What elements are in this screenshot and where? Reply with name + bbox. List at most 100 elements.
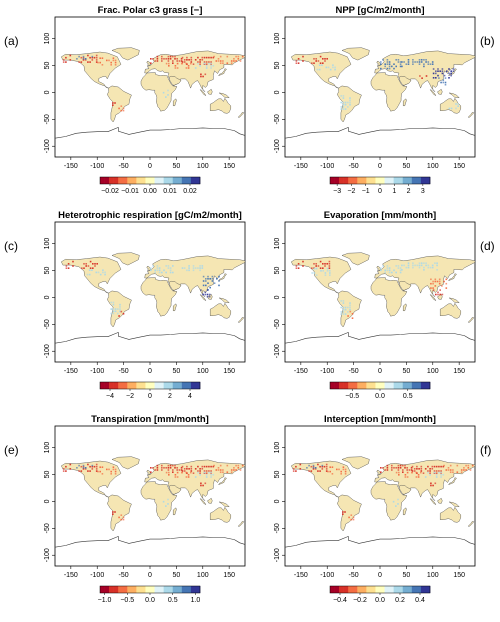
land-madagascar: [172, 507, 177, 515]
anomaly-patch: [419, 75, 428, 79]
anomaly-patch: [150, 265, 174, 274]
land-indonesia: [199, 498, 207, 506]
land-greenland: [341, 456, 370, 470]
legend-tick-label: 3: [421, 188, 425, 195]
legend-tick-label: 0.02: [183, 188, 197, 195]
anomaly-patch: [181, 465, 215, 474]
land-new-zealand: [467, 317, 475, 323]
anomaly-patch: [380, 464, 413, 473]
anomaly-patch: [118, 105, 125, 112]
land-madagascar: [172, 303, 177, 311]
x-tick-label: -150: [294, 163, 308, 170]
x-tick-label: -50: [119, 163, 129, 170]
x-tick-label: 100: [197, 163, 209, 170]
land-japan: [218, 273, 227, 282]
anomaly-patch: [401, 59, 434, 68]
land-new-guinea: [448, 297, 460, 304]
y-tick-label: 100: [274, 238, 281, 250]
land-greenland: [111, 47, 140, 61]
land-australia: [440, 302, 461, 319]
anomaly-patch: [62, 54, 98, 63]
land-borneo: [437, 88, 443, 95]
x-tick-label: 0: [148, 163, 152, 170]
anomaly-patch: [348, 514, 355, 521]
land-japan: [218, 68, 227, 77]
anomaly-patch: [292, 463, 328, 472]
land-australia: [209, 506, 232, 523]
legend-tick-label: 2: [407, 188, 411, 195]
land-australia: [209, 302, 232, 319]
y-tick-label: 0: [274, 295, 281, 299]
anomaly-patch: [448, 103, 459, 110]
land-indonesia: [429, 89, 437, 97]
x-tick-label: 150: [223, 368, 235, 375]
coastline-antarctica: [55, 331, 245, 344]
coastline-antarctica: [285, 535, 475, 548]
land-madagascar: [403, 303, 407, 311]
x-tick-label: 50: [402, 163, 410, 170]
land-uk: [376, 469, 381, 475]
panel-letter: (c): [4, 239, 18, 253]
legend-tick-label: −1: [362, 188, 370, 195]
legend-tick-label: 0.2: [395, 597, 405, 604]
anomaly-patch: [150, 55, 183, 64]
land-madagascar: [403, 507, 407, 515]
x-tick-label: -100: [90, 163, 104, 170]
land-arabia: [168, 75, 182, 86]
land-uk: [146, 60, 151, 66]
panel-letter: (d): [480, 239, 495, 253]
y-tick-label: 50: [274, 470, 281, 478]
legend-colorbar: −4 −2 0 2 4: [99, 381, 201, 400]
x-tick-label: -100: [320, 572, 334, 579]
land-uk: [146, 469, 151, 475]
legend-tick-label: −0.5: [345, 393, 359, 400]
anomaly-patch: [380, 59, 402, 70]
x-tick-label: -50: [349, 163, 359, 170]
legend-tick-label: 0.4: [415, 597, 425, 604]
land-new-zealand: [237, 317, 245, 323]
land-indonesia: [429, 498, 437, 506]
land-australia: [440, 506, 461, 523]
coastline-antarctica: [55, 126, 245, 139]
legend-tick-label: −3: [333, 188, 341, 195]
legend-tick-label: 0.0: [145, 597, 155, 604]
map-panel-c: Heterotrophic respiration [gC/m2/month] (…: [4, 210, 246, 400]
x-tick-label: -50: [119, 572, 129, 579]
anomaly-patch: [62, 463, 98, 472]
land-arabia: [398, 484, 412, 495]
x-tick-label: -50: [349, 572, 359, 579]
land-indonesia: [199, 89, 207, 97]
x-tick-label: 150: [453, 163, 465, 170]
anomaly-patch: [165, 62, 192, 69]
land-africa: [140, 481, 178, 521]
panel-letter: (f): [480, 443, 491, 457]
legend-colorbar: −0.5 0.0 0.5: [329, 381, 431, 400]
land-japan: [218, 477, 227, 486]
panel-title: Interception [mm/month]: [324, 414, 436, 425]
x-tick-label: 50: [172, 368, 180, 375]
panel-letter: (e): [4, 443, 19, 457]
legend-tick-label: 1.0: [191, 597, 201, 604]
anomaly-patch: [327, 466, 347, 475]
anomaly-patch: [76, 464, 94, 469]
y-tick-label: 50: [274, 61, 281, 69]
panel-letter: (b): [480, 34, 495, 48]
anomaly-patch: [392, 498, 399, 507]
map-panel-a: Frac. Polar c3 grass [−] (a) -150 -100 -50 0 5…: [4, 5, 246, 195]
coastline-antarctica: [285, 126, 475, 139]
anomaly-patch: [118, 310, 125, 317]
legend-tick-label: 0: [148, 393, 152, 400]
anomaly-patch: [86, 269, 106, 276]
legend-tick-label: 0.5: [168, 597, 178, 604]
y-tick-label: -50: [274, 523, 281, 533]
map-panel-b: NPP [gC/m2/month](b)-150 -100 -50 0 50 100 150…: [274, 5, 495, 195]
legend-tick-label: 1: [392, 188, 396, 195]
legend-tick-label: −0.4: [333, 597, 347, 604]
anomaly-patch: [340, 300, 351, 315]
anomaly-patch: [430, 278, 448, 289]
y-tick-label: -100: [44, 139, 51, 153]
x-tick-label: 0: [378, 163, 382, 170]
x-tick-label: -50: [119, 368, 129, 375]
legend-tick-label: −0.01: [121, 188, 139, 195]
map-layer: [55, 47, 245, 139]
